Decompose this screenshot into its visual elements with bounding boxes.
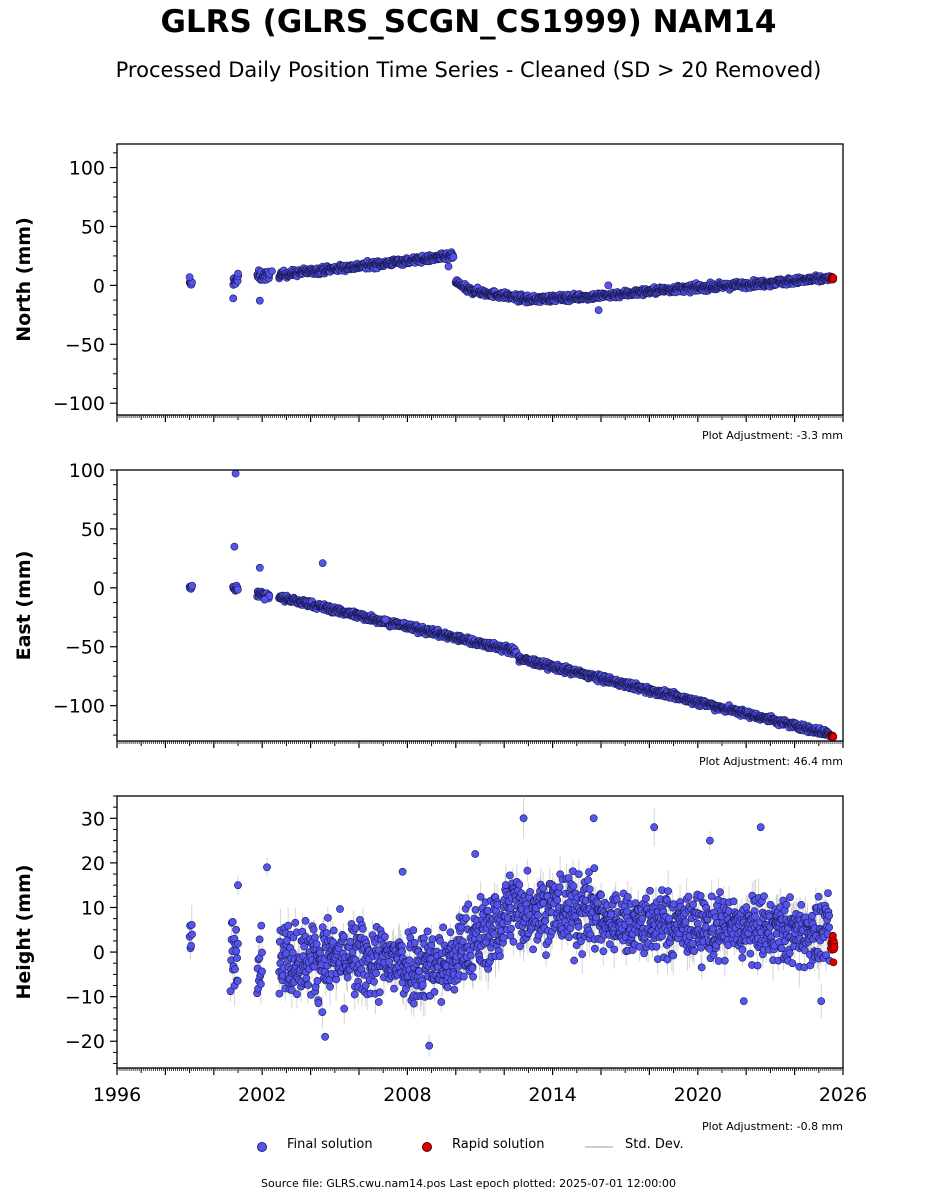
final-point	[231, 470, 240, 478]
final-point	[604, 281, 613, 290]
chart-area: −100 −50 0 50 100 North (mm) Plot Adjustment: …	[13, 143, 867, 1133]
y-tick-label: −50	[65, 334, 105, 356]
plot-area-0	[185, 248, 838, 314]
y-axis-label: North (mm)	[13, 217, 35, 342]
final-point	[444, 262, 453, 271]
final-point	[230, 542, 239, 551]
y-tick-label: 100	[69, 158, 105, 180]
plot-area-1	[185, 470, 838, 741]
final-point	[233, 585, 242, 594]
final-point	[267, 267, 276, 276]
panel-0: −100 −50 0 50 100 North (mm) Plot Adjustment: …	[13, 143, 844, 442]
final-point	[188, 581, 196, 590]
final-point	[234, 269, 242, 278]
plot-adjustment: Plot Adjustment: -3.3 mm	[702, 429, 843, 442]
y-tick-label: 50	[81, 216, 105, 238]
final-point	[594, 306, 603, 314]
final-point	[255, 296, 264, 305]
y-tick-label: −100	[53, 393, 105, 415]
final-point	[449, 253, 458, 261]
chart-title: GLRS (GLRS_SCGN_CS1999) NAM14	[160, 4, 777, 40]
final-point	[229, 294, 238, 303]
final-point	[185, 273, 194, 281]
chart-subtitle: Processed Daily Position Time Series - C…	[115, 58, 822, 82]
y-tick-label: 0	[93, 275, 105, 297]
rapid-point	[829, 273, 838, 282]
